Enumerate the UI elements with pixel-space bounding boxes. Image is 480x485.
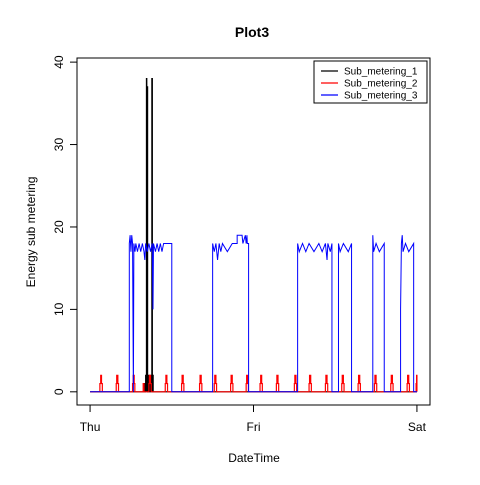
series-line-sub-metering-2	[90, 374, 418, 393]
series-line-sub-metering-1	[90, 78, 417, 393]
plot-area-border	[76, 57, 431, 406]
legend: Sub_metering_1Sub_metering_2Sub_metering…	[313, 60, 428, 104]
legend-entry-label: Sub_metering_3	[344, 91, 418, 102]
y-tick-label: 10	[52, 302, 66, 316]
x-tick-label: Fri	[247, 420, 261, 434]
x-tick-label: Sat	[408, 420, 427, 434]
x-axis-label: DateTime	[228, 451, 280, 465]
y-tick-label: 20	[52, 220, 66, 234]
legend-box	[313, 60, 428, 104]
y-tick-label: 40	[52, 55, 66, 69]
series-line-sub-metering-3	[90, 234, 417, 393]
y-tick-label: 30	[52, 138, 66, 152]
chart-title: Plot3	[235, 24, 269, 40]
series-layer	[90, 78, 418, 393]
legend-entry-label: Sub_metering_1	[344, 67, 418, 78]
x-tick-label: Thu	[80, 420, 101, 434]
y-axis-label: Energy sub metering	[24, 177, 38, 288]
axes-layer: Thu Fri Sat 0 10 20 30 40	[52, 55, 427, 434]
legend-entry-label: Sub_metering_2	[344, 79, 418, 90]
y-tick-label: 0	[52, 388, 66, 395]
